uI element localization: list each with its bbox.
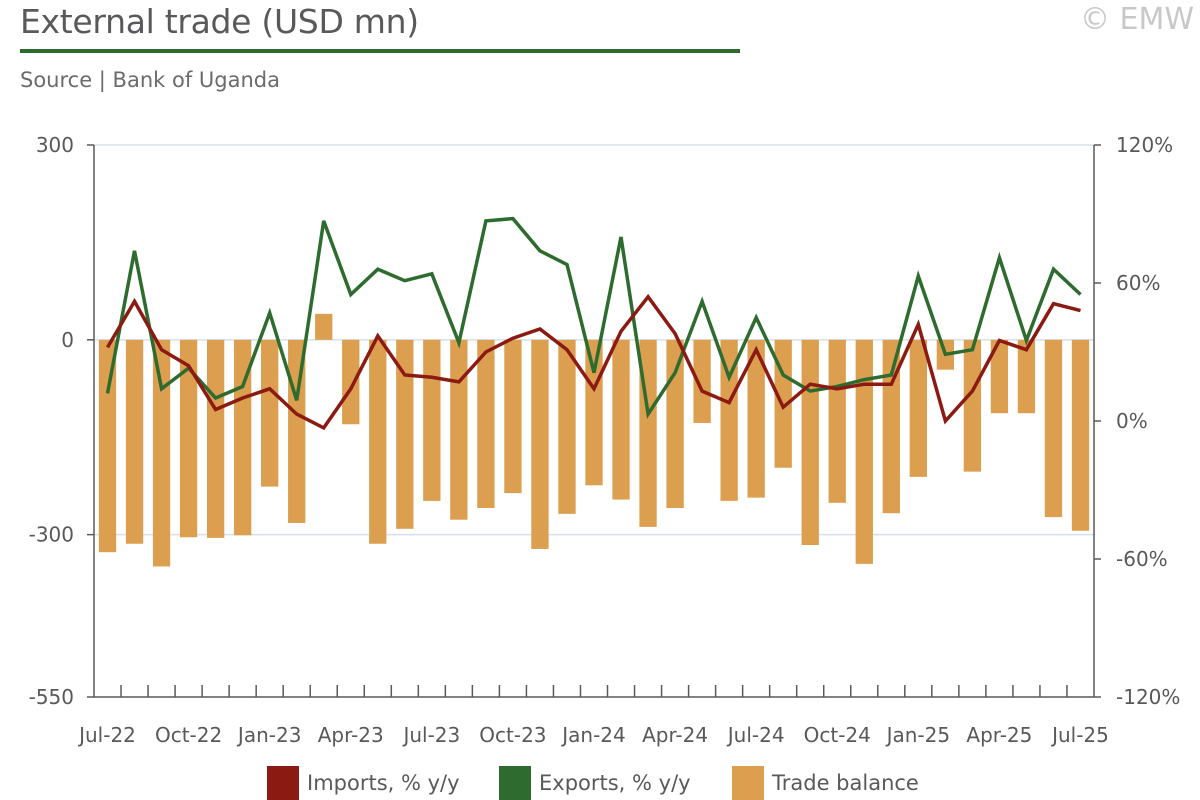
trade-balance-bar	[261, 339, 279, 487]
y-right-tick-label: 60%	[1116, 271, 1160, 295]
trade-balance-bar	[125, 339, 144, 544]
legend-item-trade-balance: Trade balance	[732, 766, 919, 800]
legend-swatch-exports	[499, 766, 531, 800]
trade-balance-bar	[990, 339, 1009, 414]
trade-chart: 300 0 -300 -550 120% 60% 0% -60% -120% Jul-22 Oct-…	[29, 133, 1181, 747]
legend: Imports, % y/y Exports, % y/y Trade bala…	[0, 762, 1200, 800]
x-tick-label: Jul-24	[726, 723, 785, 747]
trade-balance-bar	[1044, 339, 1063, 518]
x-tick-label: Jan-25	[885, 723, 951, 747]
trade-balance-bar	[612, 339, 630, 500]
trade-balance-bar	[801, 339, 819, 546]
x-tick-label: Oct-22	[155, 723, 222, 747]
trade-balance-bar	[342, 339, 360, 425]
x-tick-label: Jan-24	[560, 723, 626, 747]
trade-balance-bar	[747, 339, 765, 498]
legend-item-imports: Imports, % y/y	[267, 766, 460, 800]
y-right-tick-label: -60%	[1116, 547, 1168, 571]
trade-balance-bar	[206, 339, 225, 538]
y-left-tick-label: -550	[29, 685, 74, 709]
title-underline	[20, 49, 740, 53]
trade-balance-bar	[369, 339, 387, 544]
x-tick-label: Apr-23	[318, 723, 384, 747]
trade-balance-bar	[179, 339, 198, 538]
y-left-tick-label: -300	[29, 523, 74, 547]
trade-balance-bar	[152, 339, 171, 567]
trade-balance-bar	[98, 339, 117, 553]
trade-balance-bar	[477, 339, 495, 509]
imports-line	[105, 293, 1081, 431]
x-tick-label: Apr-24	[642, 723, 708, 747]
y-left-tick-label: 300	[36, 133, 74, 157]
page-title: External trade (USD mn)	[20, 2, 419, 41]
trade-balance-bar	[666, 339, 684, 509]
trade-balance-bar	[855, 339, 873, 564]
source-note: Source | Bank of Uganda	[20, 68, 280, 92]
x-tick-label: Jul-22	[77, 723, 136, 747]
trade-balance-bar	[1071, 339, 1090, 531]
y-right-tick-label: 120%	[1116, 133, 1173, 157]
x-tick-label: Jan-23	[236, 723, 302, 747]
trade-balance-bar	[396, 339, 414, 529]
trade-balance-bar	[585, 339, 603, 486]
legend-item-exports: Exports, % y/y	[499, 766, 691, 800]
y-right-tick-label: -120%	[1116, 685, 1180, 709]
trade-balance-bar	[423, 339, 441, 501]
x-tick-label: Jul-23	[401, 723, 460, 747]
trade-balance-bar	[504, 339, 522, 494]
trade-balance-bar	[828, 339, 846, 503]
trade-balance-bar	[963, 339, 982, 472]
legend-label-trade-balance: Trade balance	[772, 771, 919, 795]
legend-swatch-trade-balance	[732, 766, 764, 800]
y-right-tick-label: 0%	[1116, 409, 1148, 433]
exports-line	[105, 216, 1082, 419]
legend-swatch-imports	[267, 766, 299, 800]
trade-balance-bar	[720, 339, 738, 501]
x-tick-label: Oct-24	[804, 723, 871, 747]
trade-balance-bar	[693, 339, 711, 423]
trade-balance-bar	[909, 339, 927, 477]
x-tick-label: Oct-23	[479, 723, 546, 747]
x-tick-label: Jul-25	[1050, 723, 1109, 747]
trade-balance-bar	[558, 339, 576, 514]
x-tick-label: Apr-25	[966, 723, 1032, 747]
trade-balance-bar	[1017, 339, 1036, 414]
copyright-mark: © EMW	[1079, 2, 1194, 37]
trade-balance-bar	[882, 339, 900, 514]
trade-balance-bar	[315, 313, 333, 340]
trade-balance-bar	[531, 339, 549, 549]
y-left-tick-label: 0	[61, 328, 74, 352]
legend-label-imports: Imports, % y/y	[307, 771, 460, 795]
trade-balance-bar	[450, 339, 468, 520]
legend-label-exports: Exports, % y/y	[539, 771, 691, 795]
